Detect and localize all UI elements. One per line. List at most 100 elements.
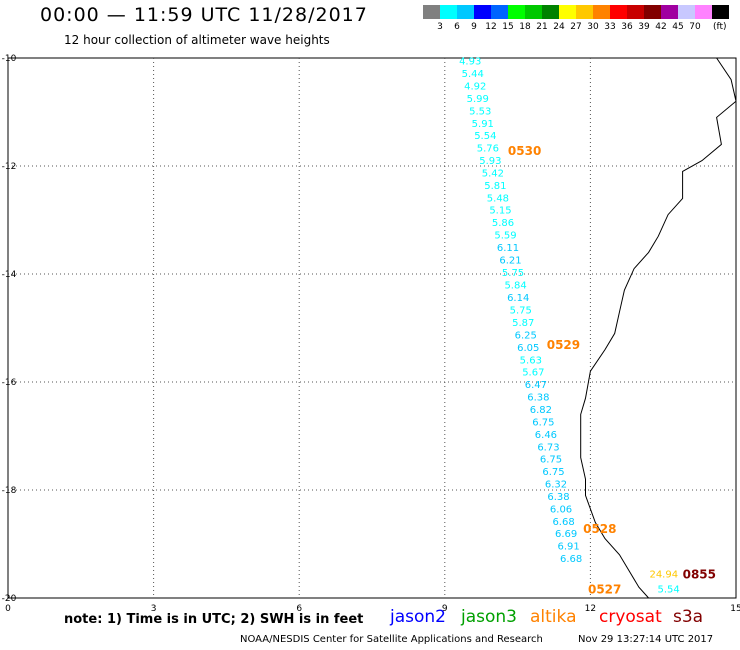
swh-value: 5.67 <box>522 368 544 379</box>
swh-value: 5.54 <box>474 131 496 142</box>
legend-label: 12 <box>485 22 497 32</box>
pass-time-label: 0855 <box>683 568 716 582</box>
swh-value: 6.11 <box>497 243 519 254</box>
legend-label: 27 <box>570 22 582 32</box>
swh-value: 5.54 <box>658 584 680 595</box>
satellite-label: jason3 <box>461 607 517 627</box>
swh-value: 6.82 <box>530 405 552 416</box>
pass-time-label: 0529 <box>547 338 580 352</box>
x-tick-label: 15 <box>730 604 740 614</box>
y-tick-label: -20 <box>2 594 17 604</box>
swh-value: 5.59 <box>494 231 516 242</box>
swh-value: 6.32 <box>545 480 567 491</box>
legend-swatch <box>542 5 559 19</box>
swh-value: 6.06 <box>550 504 572 515</box>
legend-label: 21 <box>536 22 548 32</box>
swh-value: 6.05 <box>517 343 539 354</box>
swh-value: 6.46 <box>535 430 557 441</box>
swh-value: 6.75 <box>542 467 564 478</box>
swh-value: 4.92 <box>464 82 486 93</box>
swh-value: 4.93 <box>459 57 481 68</box>
swh-value: 5.84 <box>504 280 526 291</box>
legend-label: 15 <box>502 22 514 32</box>
swh-value: 5.15 <box>489 206 511 217</box>
legend-swatch <box>423 5 440 19</box>
swh-value: 5.75 <box>510 306 532 317</box>
x-tick-label: 3 <box>151 604 157 614</box>
y-tick-label: -16 <box>2 378 17 388</box>
pass-time-label: 0528 <box>583 522 616 536</box>
x-tick-label: 9 <box>442 604 448 614</box>
legend-label: 33 <box>604 22 616 32</box>
note-text: note: 1) Time is in UTC; 2) SWH is in fe… <box>64 612 364 627</box>
swh-value: 6.75 <box>540 455 562 466</box>
legend-swatch <box>576 5 593 19</box>
satellite-label: cryosat <box>599 607 662 627</box>
swh-value: 6.91 <box>557 542 579 553</box>
map-frame <box>7 57 737 599</box>
legend-label: 39 <box>638 22 650 32</box>
swh-value: 5.53 <box>469 106 491 117</box>
legend-swatch <box>695 5 712 19</box>
swh-value: 6.68 <box>552 517 574 528</box>
x-tick-label: 6 <box>296 604 302 614</box>
footer-credit: NOAA/NESDIS Center for Satellite Applica… <box>240 634 543 645</box>
coastline <box>580 57 737 599</box>
legend-swatch <box>712 5 729 19</box>
legend-label: 24 <box>553 22 565 32</box>
y-tick-label: -10 <box>2 54 17 64</box>
x-tick-label: 0 <box>5 604 11 614</box>
legend-swatch <box>610 5 627 19</box>
swh-value: 6.14 <box>507 293 529 304</box>
legend-swatch <box>627 5 644 19</box>
legend-label: 30 <box>587 22 599 32</box>
swh-value: 6.47 <box>525 380 547 391</box>
x-tick-label: 12 <box>585 604 596 614</box>
pass-time-label: 0530 <box>508 144 541 158</box>
swh-value: 5.48 <box>487 193 509 204</box>
satellite-label: s3a <box>673 607 704 627</box>
swh-value: 5.63 <box>520 355 542 366</box>
legend-unit: (ft) <box>713 22 727 32</box>
legend-label: 45 <box>672 22 684 32</box>
swh-value: 5.99 <box>467 94 489 105</box>
legend-swatch <box>440 5 457 19</box>
legend-swatch <box>525 5 542 19</box>
swh-value: 6.69 <box>555 529 577 540</box>
legend-swatch <box>644 5 661 19</box>
swh-value: 5.91 <box>472 119 494 130</box>
legend-label: 9 <box>471 22 477 32</box>
y-tick-label: -12 <box>2 162 17 172</box>
legend-swatch <box>559 5 576 19</box>
legend-swatch <box>491 5 508 19</box>
satellite-label: jason2 <box>390 607 446 627</box>
swh-value: 6.25 <box>515 330 537 341</box>
legend-label: 36 <box>621 22 633 32</box>
legend-label: 42 <box>655 22 667 32</box>
y-tick-label: -18 <box>2 486 17 496</box>
swh-value: 5.42 <box>482 168 504 179</box>
swh-value: 5.87 <box>512 318 534 329</box>
swh-value: 5.44 <box>462 69 484 80</box>
swh-value: 5.86 <box>492 218 514 229</box>
legend-swatch <box>593 5 610 19</box>
legend-label: 3 <box>437 22 443 32</box>
y-tick-label: -14 <box>2 270 17 280</box>
legend-swatches <box>423 5 729 19</box>
legend-swatch <box>678 5 695 19</box>
legend-swatch <box>457 5 474 19</box>
swh-value: 6.68 <box>560 554 582 565</box>
swh-value: 5.75 <box>502 268 524 279</box>
legend-swatch <box>508 5 525 19</box>
satellite-label: altika <box>530 607 577 627</box>
legend-swatch <box>474 5 491 19</box>
legend-label: 70 <box>689 22 701 32</box>
legend-label: 18 <box>519 22 531 32</box>
swh-value: 6.75 <box>532 417 554 428</box>
swh-value: 5.93 <box>479 156 501 167</box>
legend-swatch <box>661 5 678 19</box>
swh-value: 6.38 <box>547 492 569 503</box>
color-legend: 70 45 42 39 36 33 30 27 24 21 18 15 12 9 6 3 (ft) <box>423 5 729 36</box>
swh-value: 5.81 <box>484 181 506 192</box>
